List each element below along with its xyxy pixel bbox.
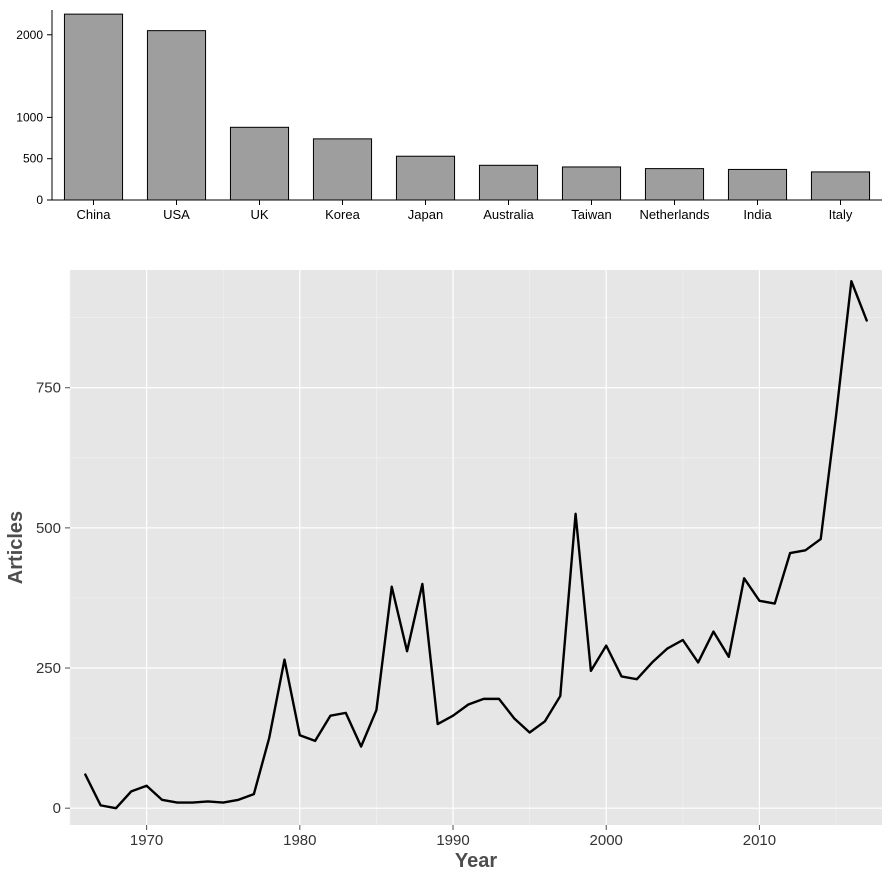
bar-x-tick-label: India <box>743 207 772 222</box>
bar-x-tick-label: Netherlands <box>639 207 710 222</box>
bar <box>396 156 454 200</box>
bar-y-tick-label: 0 <box>36 193 43 207</box>
bar-x-tick-label: Australia <box>483 207 534 222</box>
bar <box>645 169 703 200</box>
bar-x-tick-label: USA <box>163 207 190 222</box>
line-panel-background <box>70 270 882 825</box>
bar <box>728 169 786 200</box>
bar <box>64 14 122 200</box>
line-y-tick-label: 750 <box>36 380 61 397</box>
line-x-tick-label: 1980 <box>283 832 316 849</box>
bar-x-tick-label: China <box>77 207 112 222</box>
bar <box>562 167 620 200</box>
line-y-tick-label: 0 <box>53 800 61 817</box>
bar <box>811 172 869 200</box>
bar-x-tick-label: Italy <box>829 207 853 222</box>
line-chart: 1970 1980 1990 2000 2010 0 250 500 750 Year Articl… <box>5 270 882 872</box>
figure-container: 0 500 1000 2000 China USA UK Korea Japan Australi… <box>0 0 895 872</box>
line-y-tick-label: 500 <box>36 520 61 537</box>
bar-x-tick-label: Japan <box>408 207 443 222</box>
bar <box>479 165 537 200</box>
bar-x-tick-label: Korea <box>325 207 360 222</box>
figure-svg: 0 500 1000 2000 China USA UK Korea Japan Australi… <box>0 0 895 872</box>
bar-y-tick-label: 2000 <box>16 28 43 42</box>
line-x-axis-label: Year <box>455 850 497 872</box>
bar-chart: 0 500 1000 2000 China USA UK Korea Japan Australi… <box>16 10 882 222</box>
bar-y-tick-label: 1000 <box>16 110 43 124</box>
line-x-tick-label: 1990 <box>436 832 469 849</box>
line-y-axis-label: Articles <box>5 511 27 584</box>
line-x-tick-label: 1970 <box>130 832 163 849</box>
bar <box>147 31 205 200</box>
bar <box>313 139 371 200</box>
bar <box>230 127 288 200</box>
bar-x-tick-label: Taiwan <box>571 207 611 222</box>
line-x-tick-label: 2000 <box>590 832 623 849</box>
line-x-tick-label: 2010 <box>743 832 776 849</box>
bar-x-tick-label: UK <box>250 207 268 222</box>
line-y-tick-label: 250 <box>36 660 61 677</box>
bar-y-tick-label: 500 <box>23 152 43 166</box>
